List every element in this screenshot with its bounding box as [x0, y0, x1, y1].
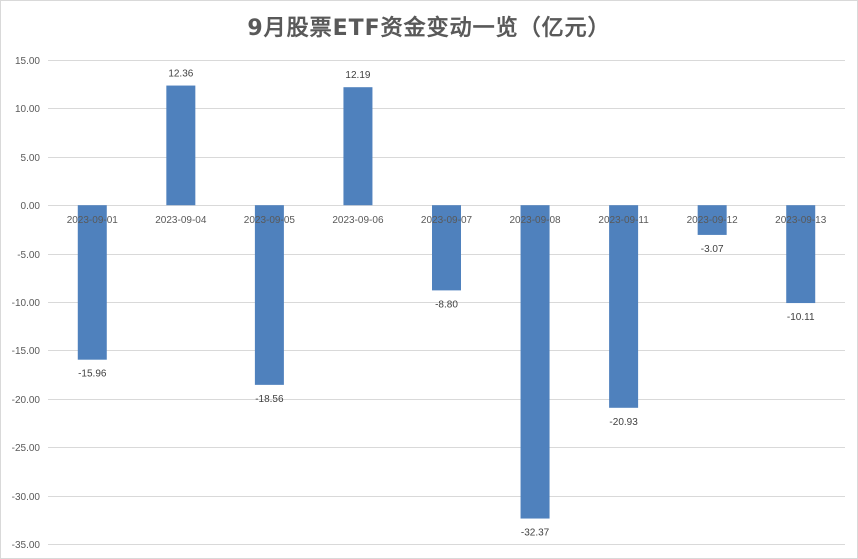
data-label: -8.80 [435, 299, 458, 310]
y-tick-label: -25.00 [12, 443, 41, 454]
bar-2023-09-12 [697, 205, 727, 235]
data-label: -20.93 [609, 417, 638, 428]
data-label: 12.19 [345, 70, 370, 81]
bar-2023-09-11 [609, 205, 639, 408]
x-category-label: 2023-09-12 [687, 215, 739, 226]
x-category-label: 2023-09-13 [775, 215, 827, 226]
x-category-label: 2023-09-06 [332, 215, 384, 226]
y-tick-label: 5.00 [21, 153, 41, 164]
x-category-label: 2023-09-05 [244, 215, 296, 226]
data-label: -32.37 [521, 528, 550, 539]
x-category-label: 2023-09-11 [598, 215, 649, 226]
y-tick-label: -30.00 [12, 492, 41, 503]
y-axis-ticks: 15.00 10.00 5.00 0.00 -5.00 -10.00 -15.00 -20.0… [12, 56, 41, 551]
x-axis-labels: 2023-09-01 2023-09-04 2023-09-05 2023-09-06… [67, 215, 827, 226]
x-category-label: 2023-09-07 [421, 215, 473, 226]
data-label: 12.36 [168, 69, 193, 80]
x-category-label: 2023-09-08 [509, 215, 561, 226]
bar-2023-09-08 [520, 205, 550, 519]
y-tick-label: -15.00 [12, 346, 41, 357]
y-tick-label: -20.00 [12, 395, 41, 406]
bars [77, 85, 816, 519]
data-label: -18.56 [255, 394, 284, 405]
data-label: -3.07 [701, 244, 724, 255]
chart-title: 9月股票ETF资金变动一览（亿元） [247, 16, 611, 41]
y-tick-label: -35.00 [12, 540, 41, 551]
bar-2023-09-01 [77, 205, 107, 360]
bar-2023-09-06 [343, 87, 373, 206]
y-tick-label: -5.00 [17, 250, 40, 261]
bar-2023-09-04 [166, 85, 196, 206]
y-tick-label: 15.00 [15, 56, 40, 67]
y-tick-label: 10.00 [15, 104, 40, 115]
x-category-label: 2023-09-01 [67, 215, 119, 226]
data-label: -10.11 [787, 312, 815, 323]
x-category-label: 2023-09-04 [155, 215, 207, 226]
data-labels: -15.96 12.36 -18.56 12.19 -8.80 -32.37 -20.93 -… [78, 69, 815, 539]
bar-2023-09-13 [786, 205, 816, 304]
y-tick-label: 0.00 [21, 201, 41, 212]
bar-2023-09-05 [254, 205, 284, 385]
data-label: -15.96 [78, 369, 107, 380]
bar-2023-09-07 [432, 205, 461, 291]
y-tick-label: -10.00 [12, 298, 41, 309]
